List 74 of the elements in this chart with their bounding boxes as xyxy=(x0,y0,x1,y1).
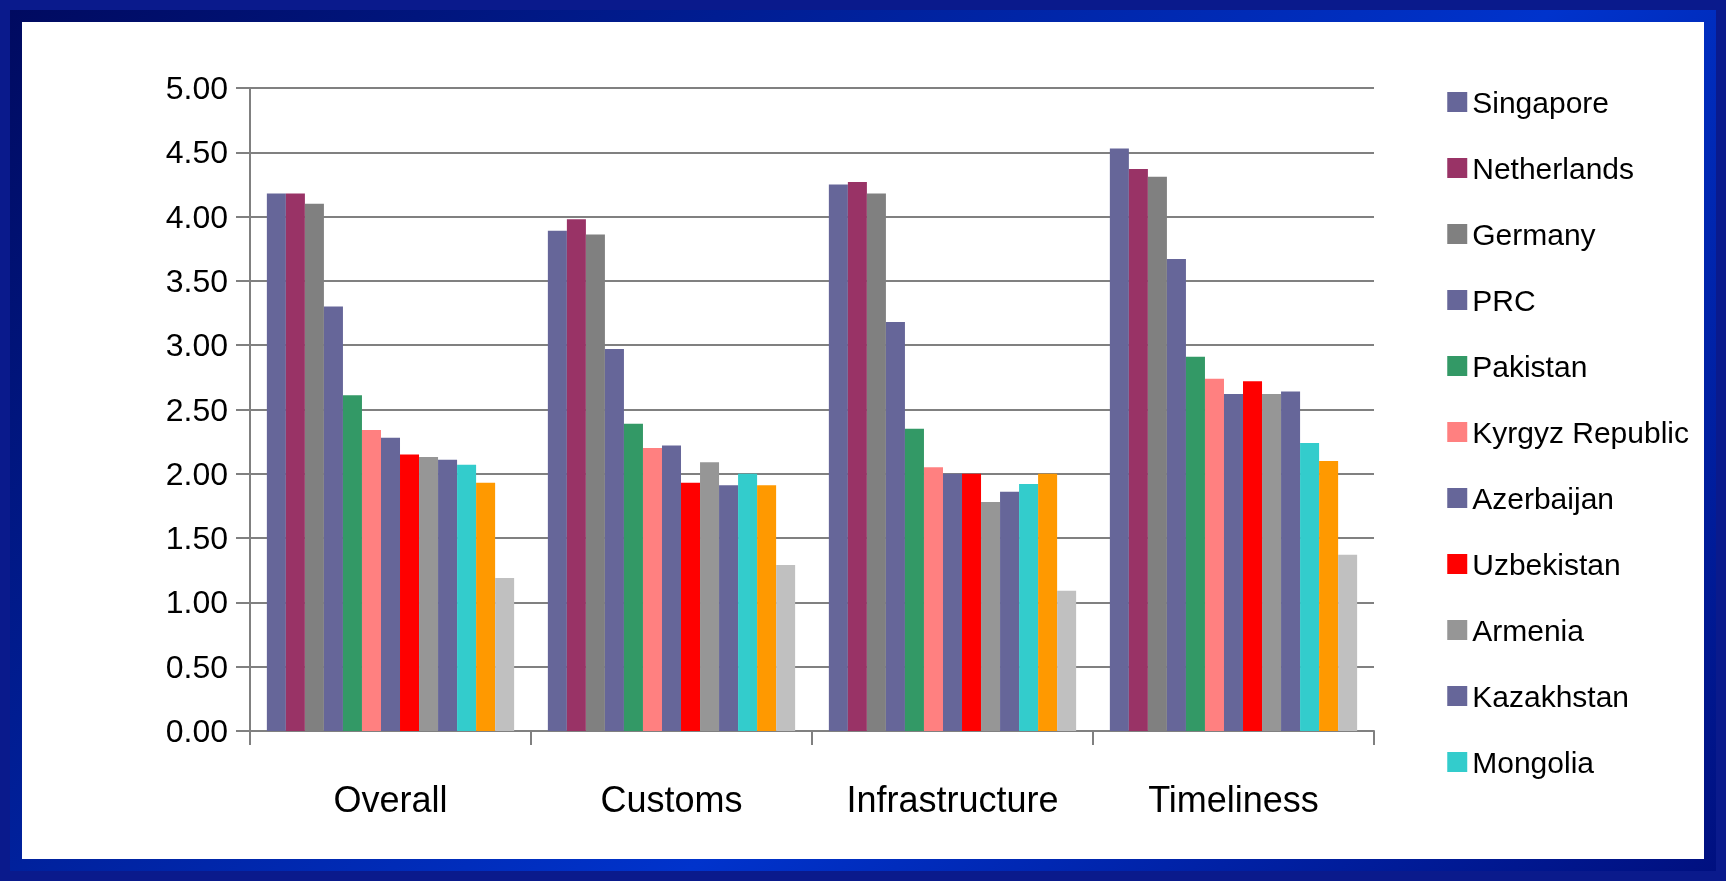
y-tick-label: 1.00 xyxy=(165,584,228,621)
bar xyxy=(661,445,682,731)
bar xyxy=(495,577,515,731)
bar xyxy=(342,395,362,731)
bar xyxy=(962,473,982,731)
bar xyxy=(1338,554,1358,731)
bar xyxy=(981,502,1001,731)
bar xyxy=(547,230,567,731)
bar xyxy=(776,565,796,731)
legend-label: PRC xyxy=(1472,283,1536,317)
bar xyxy=(1000,491,1020,731)
bar xyxy=(566,219,586,731)
bar xyxy=(1319,460,1339,731)
bar xyxy=(681,482,701,731)
x-tick-label: Overall xyxy=(333,778,448,820)
bar xyxy=(438,459,458,731)
bar xyxy=(266,193,286,731)
y-tick-label: 5.00 xyxy=(165,70,228,106)
bar xyxy=(1128,169,1148,731)
legend-label: Netherlands xyxy=(1472,151,1635,185)
y-tick-label: 3.50 xyxy=(165,262,228,299)
bar xyxy=(828,184,848,731)
legend-label: Pakistan xyxy=(1472,349,1588,383)
legend-label: Singapore xyxy=(1472,85,1610,119)
bar xyxy=(1185,356,1205,731)
x-tick-label: Customs xyxy=(600,778,743,820)
bar xyxy=(719,485,739,731)
bar xyxy=(285,193,305,731)
y-tick-label: 1.50 xyxy=(165,520,228,557)
bar xyxy=(400,454,420,731)
bar xyxy=(700,462,720,731)
bar xyxy=(380,437,401,731)
legend-label: Azerbaijan xyxy=(1472,481,1615,515)
bar xyxy=(419,457,439,731)
bar xyxy=(1019,484,1039,731)
bar xyxy=(642,448,662,731)
bar xyxy=(623,423,643,731)
bar xyxy=(942,473,963,731)
bar xyxy=(738,473,758,731)
legend-label: Germany xyxy=(1472,217,1596,251)
bar xyxy=(757,485,777,731)
legend-label: Armenia xyxy=(1472,613,1585,647)
bar xyxy=(1281,391,1301,731)
bar xyxy=(323,306,343,731)
y-tick-label: 2.00 xyxy=(165,455,228,492)
bar xyxy=(847,181,867,731)
bar xyxy=(885,322,905,731)
x-tick-label: Infrastructure xyxy=(846,778,1059,820)
legend-label: Kazakhstan xyxy=(1472,679,1630,713)
bar xyxy=(457,464,477,731)
legend-label: Uzbekistan xyxy=(1472,547,1621,581)
bar xyxy=(923,467,943,731)
y-tick-label: 4.50 xyxy=(165,134,228,171)
legend-label: Kyrgyz Republic xyxy=(1472,415,1690,449)
bar xyxy=(1262,394,1282,731)
y-tick-label: 4.00 xyxy=(165,198,228,235)
bar xyxy=(904,428,924,731)
legend-label: Mongolia xyxy=(1472,745,1595,779)
y-tick-label: 0.00 xyxy=(165,713,228,749)
bar xyxy=(1057,590,1077,731)
bar xyxy=(1204,378,1224,731)
bar xyxy=(1300,442,1320,731)
y-tick-label: 3.00 xyxy=(165,327,228,364)
bar xyxy=(1223,394,1244,731)
bar xyxy=(1109,148,1129,731)
bar xyxy=(1166,259,1186,731)
bar xyxy=(361,430,381,731)
y-tick-label: 0.50 xyxy=(165,648,228,685)
bar xyxy=(1243,381,1263,731)
bar xyxy=(604,349,624,731)
bar xyxy=(1038,473,1058,731)
y-tick-label: 2.50 xyxy=(165,391,228,428)
bar xyxy=(476,482,496,731)
x-tick-label: Timeliness xyxy=(1148,778,1319,820)
